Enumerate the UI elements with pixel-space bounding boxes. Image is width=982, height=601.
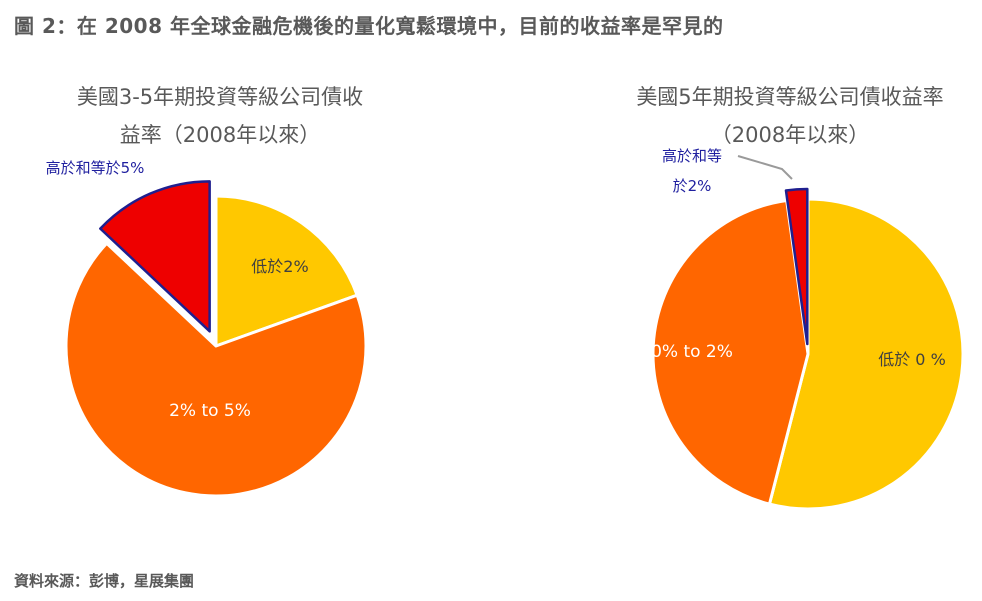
chart-2-slice-1	[767, 197, 965, 511]
chart-1-title-line-1: 美國3-5年期投資等級公司債收	[76, 85, 364, 109]
chart-1-title: 美國3-5年期投資等級公司債收 益率（2008年以來）	[40, 78, 400, 154]
chart-2-slice-3-label: 高於和等於2%	[662, 147, 722, 195]
chart-2-title-line-2: （2008年以來）	[710, 123, 870, 147]
chart-2-slice-2-label: 0% to 2%	[651, 342, 733, 362]
chart-2-title-line-1: 美國5年期投資等級公司債收益率	[636, 85, 944, 109]
chart-2-leader-line	[737, 155, 793, 180]
chart-1-slice-2	[64, 241, 368, 498]
figure-title: 圖 2：在 2008 年全球金融危機後的量化寬鬆環境中，目前的收益率是罕見的	[14, 14, 724, 38]
chart-1-slice-1	[214, 194, 359, 348]
chart-2-title: 美國5年期投資等級公司債收益率 （2008年以來）	[600, 78, 980, 154]
chart-1-title-line-2: 益率（2008年以來）	[119, 123, 321, 147]
chart-2-slice-2	[651, 198, 810, 506]
chart-2-slice-3	[784, 187, 809, 346]
chart-1-slice-3	[99, 180, 211, 333]
source-note: 資料來源：彭博，星展集團	[14, 572, 195, 590]
chart-1-slice-1-label: 低於2%	[251, 257, 308, 276]
chart-2-slice-1-label: 低於 0 %	[878, 350, 946, 369]
chart-1-slice-3-label: 高於和等於5%	[46, 159, 145, 177]
chart-1-slice-2-label: 2% to 5%	[169, 401, 251, 421]
